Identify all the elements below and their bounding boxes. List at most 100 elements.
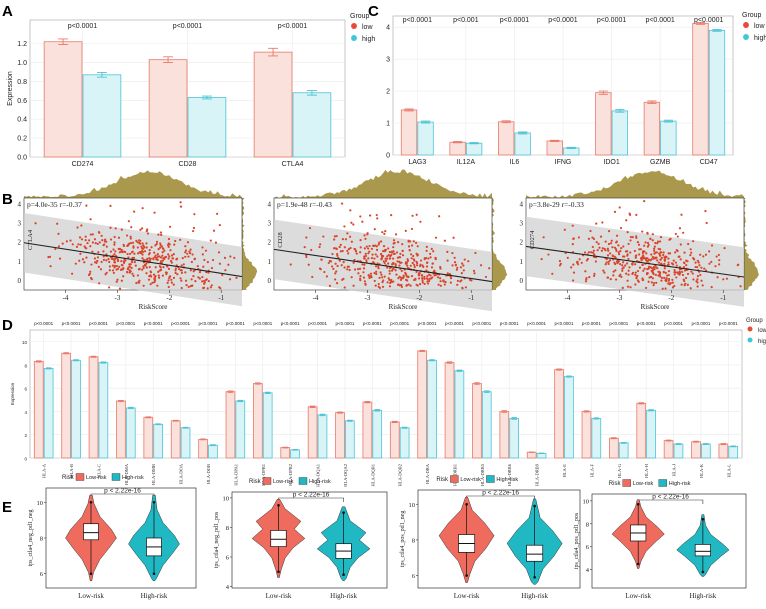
legend-label-Low-risk: Low-risk bbox=[460, 477, 481, 483]
scatter-point bbox=[166, 281, 169, 284]
scatter-point bbox=[116, 258, 119, 261]
scatter-point bbox=[163, 257, 166, 260]
scatter-point bbox=[388, 257, 391, 260]
scatter-point bbox=[389, 255, 392, 258]
scatter-point bbox=[449, 281, 452, 284]
scatter-point bbox=[373, 271, 376, 275]
scatter-point bbox=[392, 262, 395, 265]
scatter-point bbox=[361, 263, 364, 266]
bar-low bbox=[335, 412, 345, 459]
scatter-point bbox=[189, 248, 192, 251]
scatter-points bbox=[34, 201, 238, 290]
scatter-point bbox=[113, 266, 116, 269]
scatter-point bbox=[456, 279, 460, 283]
scatter-point bbox=[380, 254, 383, 257]
x-tick-label: HLA-DOB bbox=[206, 464, 211, 484]
legend-title: Risk bbox=[436, 477, 449, 483]
x-tick-label: HLA-DQB1 bbox=[370, 464, 375, 487]
scatter-point bbox=[654, 241, 657, 245]
scatter-point bbox=[169, 249, 172, 252]
scatter-point bbox=[327, 261, 330, 265]
scatter-point bbox=[615, 234, 619, 237]
scatter-point bbox=[331, 252, 334, 256]
scatter-point bbox=[379, 271, 382, 274]
scatter-point bbox=[696, 285, 699, 288]
bar-high bbox=[187, 97, 227, 158]
scatter-point bbox=[388, 285, 392, 288]
scatter-point bbox=[591, 236, 594, 239]
scatter-point bbox=[136, 274, 140, 277]
scatter-point bbox=[572, 237, 575, 240]
scatter-point bbox=[359, 274, 362, 278]
scatter-point bbox=[218, 223, 221, 227]
scatter-point bbox=[58, 257, 62, 260]
scatter-point bbox=[184, 249, 188, 252]
scatter-point bbox=[161, 251, 164, 254]
bar-high bbox=[417, 121, 434, 156]
y-tick-label: 8 bbox=[24, 363, 27, 368]
scatter-point bbox=[456, 266, 459, 269]
y-tick-label: 6 bbox=[226, 554, 230, 561]
scatter-point bbox=[694, 261, 697, 264]
scatter-point bbox=[65, 240, 68, 243]
scatter-point bbox=[123, 250, 126, 253]
scatter-point bbox=[169, 259, 173, 263]
scatter-point bbox=[173, 243, 176, 246]
y-tick-label: 0.6 bbox=[17, 98, 27, 105]
scatter-point bbox=[85, 247, 88, 250]
scatter-point bbox=[93, 257, 97, 260]
scatter-point bbox=[717, 253, 720, 257]
x-tick-label: HLA-C bbox=[96, 464, 101, 478]
scatter-point bbox=[428, 279, 431, 283]
scatter-point bbox=[181, 257, 184, 260]
scatter-point bbox=[143, 263, 147, 267]
legend-marker-high bbox=[747, 337, 753, 343]
scatter-point bbox=[158, 255, 161, 258]
scatter-point bbox=[113, 235, 116, 239]
scatter-point bbox=[614, 278, 618, 281]
scatter-point bbox=[725, 277, 729, 280]
scatter-point bbox=[393, 252, 396, 255]
legend-label-High-risk: High-risk bbox=[122, 475, 144, 481]
scatter-point bbox=[626, 279, 629, 282]
scatter-point bbox=[397, 277, 400, 280]
scatter-point bbox=[227, 263, 230, 266]
scatter-point bbox=[116, 278, 119, 281]
scatter-point bbox=[382, 244, 386, 248]
scatter-point bbox=[463, 258, 466, 261]
scatter-point bbox=[136, 246, 139, 249]
scatter-point bbox=[343, 246, 346, 249]
scatter-point bbox=[218, 262, 221, 265]
correlation-stat: p=3.8e-29 r=-0.33 bbox=[529, 200, 584, 209]
error-bar bbox=[484, 390, 490, 393]
scatter-point bbox=[558, 259, 562, 263]
scatter-point bbox=[412, 254, 415, 258]
scatter-point bbox=[456, 283, 459, 286]
error-bar bbox=[319, 413, 326, 417]
scatter-point bbox=[159, 231, 163, 234]
scatter-point bbox=[110, 257, 113, 260]
error-bar bbox=[374, 409, 380, 412]
scatter-point bbox=[653, 245, 656, 248]
scatter-point bbox=[322, 235, 325, 238]
scatter-point bbox=[90, 278, 93, 281]
legend-marker-high bbox=[743, 34, 749, 40]
scatter-point bbox=[89, 270, 92, 273]
scatter-point bbox=[656, 240, 660, 243]
scatter-point bbox=[185, 283, 188, 287]
scatter-point bbox=[410, 244, 414, 247]
outlier-point bbox=[701, 517, 705, 521]
error-bar bbox=[155, 423, 161, 426]
bar-low bbox=[444, 362, 455, 459]
x-tick-label: IL6 bbox=[510, 159, 520, 166]
scatter-point bbox=[462, 264, 465, 267]
scatter-point bbox=[388, 269, 391, 272]
error-bar bbox=[665, 439, 672, 442]
scatter-point bbox=[364, 283, 367, 286]
scatter-point bbox=[438, 215, 441, 218]
error-bar bbox=[128, 406, 134, 409]
scatter-point bbox=[626, 253, 629, 256]
scatter-point bbox=[133, 210, 136, 213]
scatter-point bbox=[167, 285, 170, 289]
scatter-point bbox=[671, 278, 674, 281]
